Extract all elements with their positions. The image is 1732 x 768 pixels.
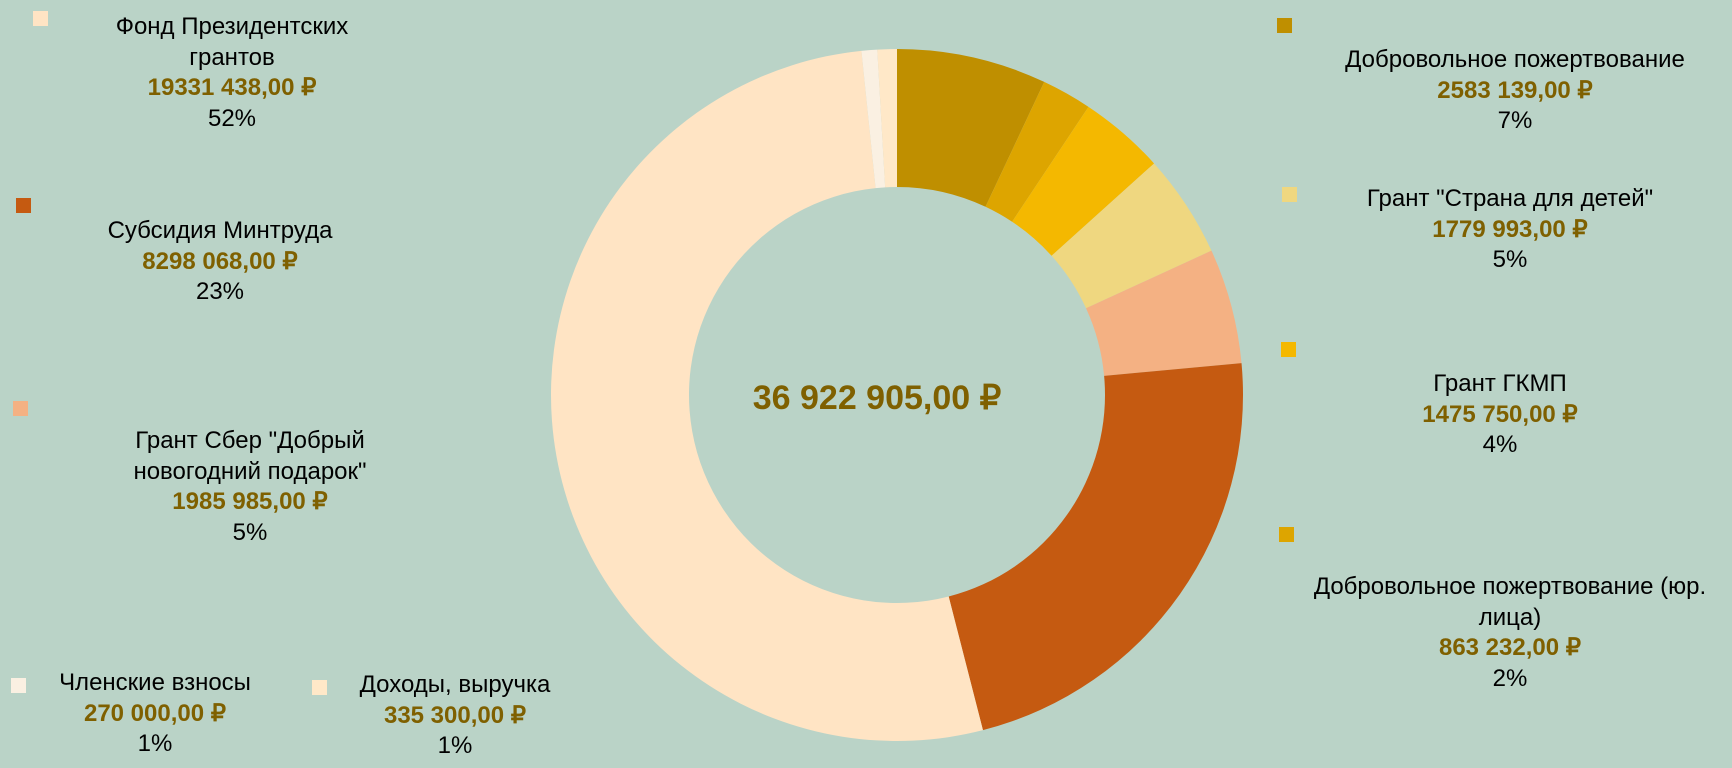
legend-marker <box>11 678 26 693</box>
legend-amount: 335 300,00 ₽ <box>383 701 527 729</box>
legend-marker <box>16 198 31 213</box>
legend-label: Членские взносы <box>59 669 251 696</box>
legend-amount: 1475 750,00 ₽ <box>1422 400 1578 428</box>
legend-entry: Субсидия Минтруда 8298 068,00 ₽ 23% <box>60 216 380 308</box>
slice <box>550 50 983 742</box>
legend-marker <box>312 680 327 695</box>
legend-label: Субсидия Минтруда <box>107 217 333 244</box>
legend-marker <box>1279 527 1294 542</box>
legend-percent: 1% <box>137 730 173 757</box>
legend-amount: 8298 068,00 ₽ <box>142 247 298 275</box>
slice <box>1012 106 1155 256</box>
legend-percent: 23% <box>195 278 245 305</box>
legend-marker <box>1277 18 1292 33</box>
legend-label: Грант "Страна для детей" <box>1366 185 1654 212</box>
legend-label: Фонд Президентских грантов <box>115 13 349 71</box>
legend-label: Грант ГКМП <box>1433 370 1567 397</box>
legend-amount: 2583 139,00 ₽ <box>1437 76 1593 104</box>
legend-amount: 19331 438,00 ₽ <box>147 74 317 101</box>
legend-entry: Добровольное пожертвование (юр. лица) 863… <box>1305 572 1715 694</box>
legend-entry: Грант "Страна для детей" 1779 993,00 ₽ 5% <box>1310 184 1710 276</box>
legend-label: Доходы, выручка <box>359 671 551 698</box>
legend-amount: 270 000,00 ₽ <box>83 699 227 727</box>
legend-marker <box>13 401 28 416</box>
legend-percent: 1% <box>437 732 473 759</box>
legend-entry: Доходы, выручка 335 300,00 ₽ 1% <box>330 670 580 762</box>
slice <box>1086 250 1242 376</box>
legend-marker <box>1282 187 1297 202</box>
legend-label: Добровольное пожертвование <box>1345 46 1685 73</box>
slice <box>985 81 1089 222</box>
legend-entry: Добровольное пожертвование 2583 139,00 ₽ 7… <box>1300 45 1730 137</box>
legend-label: Добровольное пожертвование (юр. лица) <box>1313 573 1707 631</box>
legend-percent: 2% <box>1492 664 1528 692</box>
slice <box>948 363 1243 731</box>
legend-entry: Членские взносы 270 000,00 ₽ 1% <box>10 668 300 760</box>
legend-entry: Грант Сбер "Добрый новогодний подарок" 19… <box>100 426 400 548</box>
slice <box>897 49 1045 207</box>
legend-marker <box>1281 342 1296 357</box>
legend-amount: 1985 985,00 ₽ <box>172 488 328 515</box>
legend-percent: 5% <box>232 518 268 546</box>
legend-amount: 863 232,00 ₽ <box>1438 634 1582 661</box>
legend-amount: 1779 993,00 ₽ <box>1432 215 1588 243</box>
legend-percent: 52% <box>207 104 257 132</box>
slice <box>1051 163 1212 309</box>
legend-entry: Грант ГКМП 1475 750,00 ₽ 4% <box>1300 369 1700 461</box>
legend-entry: Фонд Президентских грантов 19331 438,00 ₽… <box>77 12 387 134</box>
total-label: 36 922 905,00 ₽ <box>753 379 1002 417</box>
legend-marker <box>33 11 48 26</box>
legend-percent: 5% <box>1492 246 1528 273</box>
legend-label: Грант Сбер "Добрый новогодний подарок" <box>133 427 367 485</box>
legend-percent: 4% <box>1482 431 1518 458</box>
slice <box>877 49 897 188</box>
legend-percent: 7% <box>1497 107 1533 134</box>
slice <box>861 49 886 189</box>
